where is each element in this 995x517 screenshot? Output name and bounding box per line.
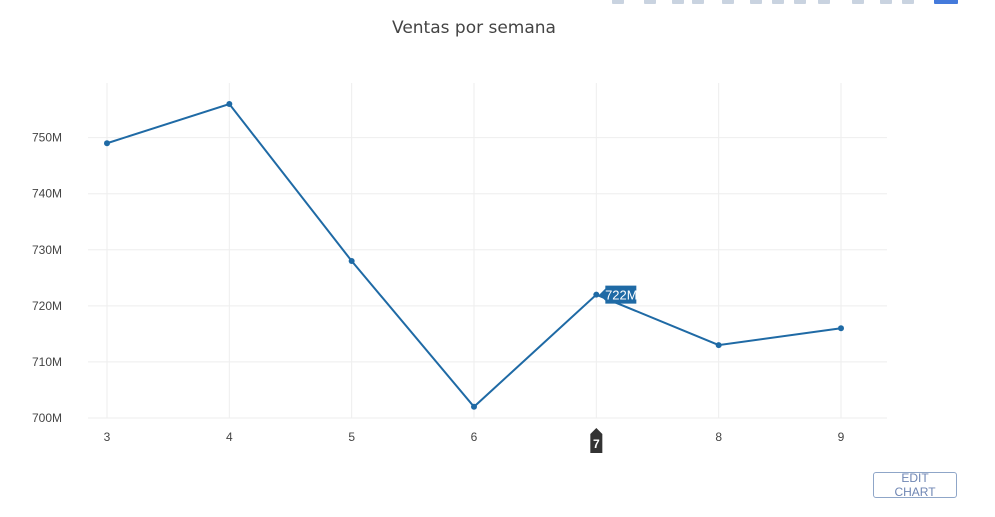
grid-layer: [88, 83, 887, 419]
hover-value-label: 722M: [605, 288, 638, 303]
data-point[interactable]: [471, 403, 477, 410]
y-tick-label: 740M: [32, 187, 62, 201]
autoscale-icon[interactable]: [794, 0, 806, 4]
edit-chart-button[interactable]: EDIT CHART: [873, 471, 957, 499]
hover-x-label: 7: [593, 437, 600, 451]
hover-x-box: [590, 428, 603, 453]
data-point[interactable]: [715, 342, 722, 349]
hover-closest-icon[interactable]: [880, 0, 892, 4]
spike-lines-icon[interactable]: [852, 0, 864, 4]
data-point[interactable]: [593, 291, 600, 298]
x-tick-label: 4: [226, 430, 233, 444]
data-point[interactable]: [348, 258, 355, 264]
tick-layer: 3 4 5 6 8 9 700M 710M 720M 730M 740M 750M: [32, 131, 845, 444]
y-tick-label: 700M: [32, 411, 62, 425]
pan-icon[interactable]: [672, 0, 684, 4]
x-tick-label: 6: [471, 430, 478, 444]
camera-icon[interactable]: [612, 0, 624, 4]
x-tick-label: 3: [104, 430, 111, 444]
reset-axes-icon[interactable]: [818, 0, 830, 4]
plotly-logo-icon[interactable]: [934, 0, 958, 4]
lasso-icon[interactable]: [692, 0, 704, 4]
select-icon[interactable]: [722, 0, 734, 4]
data-point[interactable]: [226, 101, 233, 107]
chart-title: Ventas por semana: [392, 18, 556, 38]
hover-value-box: [599, 285, 637, 304]
y-tick-label: 750M: [32, 131, 62, 145]
x-tick-label: 9: [838, 430, 845, 444]
zoom-out-icon[interactable]: [772, 0, 784, 4]
zoom-in-icon[interactable]: [750, 0, 762, 4]
y-tick-label: 730M: [32, 243, 62, 257]
zoom-icon[interactable]: [644, 0, 656, 4]
data-point[interactable]: [104, 140, 110, 147]
hover-layer: 722M 7: [590, 285, 638, 453]
y-tick-label: 720M: [32, 299, 62, 313]
y-tick-label: 710M: [32, 355, 62, 369]
x-tick-label: 8: [715, 430, 722, 444]
hover-compare-icon[interactable]: [902, 0, 914, 4]
series-layer[interactable]: [104, 101, 844, 410]
x-tick-label: 5: [348, 430, 355, 444]
data-point[interactable]: [838, 325, 844, 332]
modebar[interactable]: [612, 0, 972, 6]
